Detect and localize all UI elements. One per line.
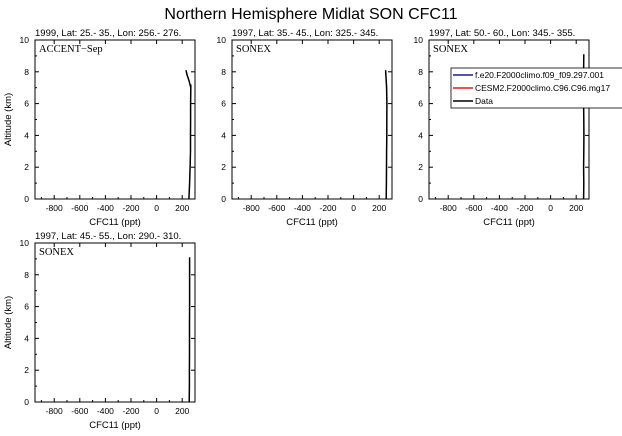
x-tick-label: 200 [569, 203, 583, 213]
plot-frame [34, 39, 196, 200]
y-tick-label: 8 [418, 67, 423, 77]
x-tick-label: -400 [491, 203, 508, 213]
x-tick-label: -200 [122, 406, 139, 416]
x-tick-label: 200 [175, 406, 189, 416]
plot-frame [231, 39, 393, 200]
y-tick-label: 4 [418, 130, 423, 140]
series-line-data [188, 84, 192, 200]
x-axis-label: CFC11 (ppt) [483, 217, 535, 228]
y-tick-label: 6 [221, 99, 226, 109]
x-tick-label: -400 [294, 203, 311, 213]
x-tick-label: -600 [71, 203, 88, 213]
y-tick-label: 2 [221, 162, 226, 172]
campaign-label: SONEX [433, 44, 468, 55]
x-tick-label: 200 [175, 203, 189, 213]
y-tick-label: 8 [24, 67, 29, 77]
y-tick-label: 2 [24, 365, 29, 375]
x-tick-label: 0 [154, 203, 159, 213]
campaign-label: SONEX [236, 44, 271, 55]
x-tick-label: -600 [268, 203, 285, 213]
panel-subtitle: 1999, Lat: 25.- 35., Lon: 256.- 276. [35, 28, 181, 39]
x-tick-label: 0 [351, 203, 356, 213]
x-tick-label: -800 [46, 406, 63, 416]
panel-3: 1997, Lat: 50.- 60., Lon: 345.- 355. -800… [414, 28, 590, 228]
plot-frame [428, 39, 590, 200]
x-tick-label: -400 [97, 203, 114, 213]
x-axis-label: CFC11 (ppt) [89, 217, 141, 228]
y-tick-label: 0 [24, 194, 29, 204]
panel-1: 1999, Lat: 25.- 35., Lon: 256.- 276. -800… [3, 28, 196, 228]
series-line-data [185, 70, 192, 88]
y-tick-label: 10 [414, 35, 424, 45]
figure-title: Northern Hemisphere Midlat SON CFC11 [164, 6, 457, 23]
y-axis-label: Altitude (km) [3, 93, 14, 146]
y-tick-label: 0 [418, 194, 423, 204]
x-tick-label: 200 [372, 203, 386, 213]
x-tick-label: -600 [465, 203, 482, 213]
x-tick-label: -800 [46, 203, 63, 213]
legend-label: CESM2.F2000climo.C96.C96.mg17 [475, 83, 610, 93]
x-tick-label: -200 [122, 203, 139, 213]
x-tick-label: -800 [440, 203, 457, 213]
campaign-label: SONEX [39, 247, 74, 258]
y-tick-label: 8 [221, 67, 226, 77]
x-tick-label: -600 [71, 406, 88, 416]
y-tick-label: 6 [418, 99, 423, 109]
legend-label: Data [475, 96, 493, 106]
panel-subtitle: 1997, Lat: 45.- 55., Lon: 290.- 310. [35, 231, 181, 242]
y-tick-label: 4 [24, 333, 29, 343]
x-tick-label: -200 [516, 203, 533, 213]
series-line-data [384, 70, 388, 200]
legend-label: f.e20.F2000climo.f09_f09.297.001 [475, 70, 604, 80]
x-tick-label: -400 [97, 406, 114, 416]
y-tick-label: 2 [24, 162, 29, 172]
y-axis-label: Altitude (km) [3, 296, 14, 349]
y-tick-label: 4 [221, 130, 226, 140]
y-tick-label: 0 [24, 397, 29, 407]
x-axis-label: CFC11 (ppt) [89, 420, 141, 431]
plot-frame [34, 242, 196, 403]
y-tick-label: 10 [217, 35, 227, 45]
panel-2: 1997, Lat: 35.- 45., Lon: 325.- 345. -800… [217, 28, 393, 228]
legend: f.e20.F2000climo.f09_f09.297.001 CESM2.F2… [450, 67, 622, 109]
y-tick-label: 10 [20, 35, 30, 45]
x-axis-label: CFC11 (ppt) [286, 217, 338, 228]
y-tick-label: 6 [24, 302, 29, 312]
y-tick-label: 10 [20, 238, 30, 248]
y-tick-label: 2 [418, 162, 423, 172]
y-tick-label: 0 [221, 194, 226, 204]
x-tick-label: -200 [319, 203, 336, 213]
y-tick-label: 6 [24, 99, 29, 109]
x-tick-label: -800 [243, 203, 260, 213]
panels: 1999, Lat: 25.- 35., Lon: 256.- 276. -800… [3, 28, 590, 431]
legend-box [450, 67, 622, 109]
x-tick-label: 0 [548, 203, 553, 213]
panel-4: 1997, Lat: 45.- 55., Lon: 290.- 310. -800… [3, 231, 196, 431]
x-tick-label: 0 [154, 406, 159, 416]
panel-subtitle: 1997, Lat: 35.- 45., Lon: 325.- 345. [232, 28, 378, 39]
panel-subtitle: 1997, Lat: 50.- 60., Lon: 345.- 355. [429, 28, 575, 39]
campaign-label: ACCENT−Sep [39, 44, 103, 55]
y-tick-label: 4 [24, 130, 29, 140]
y-tick-label: 8 [24, 270, 29, 280]
